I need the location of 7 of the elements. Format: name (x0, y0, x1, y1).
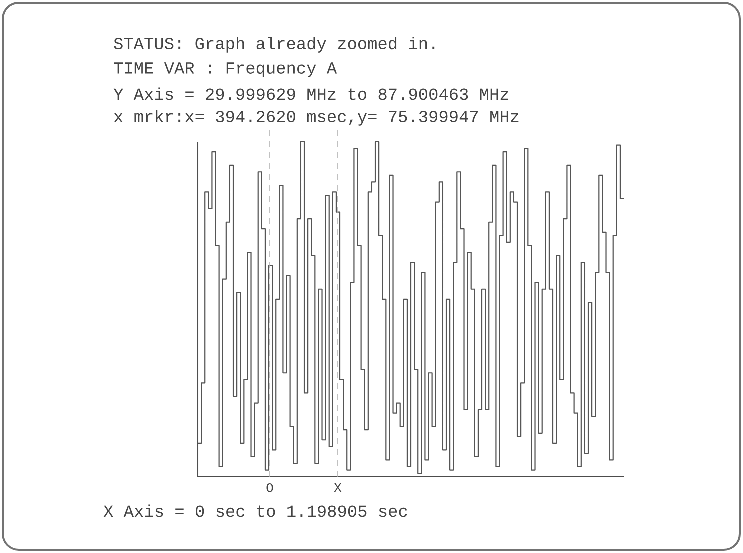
text: X (334, 484, 342, 492)
chart-title: STATUS: Graph already zoomed in. (114, 37, 435, 53)
text: Y Axis = 29.999629 MHz to 87.900463 MHz (114, 88, 509, 100)
text: x mrkr:x= 394.2620 msec,y= 75.399947 MHz (114, 110, 519, 126)
text: O (266, 483, 274, 492)
text: X Axis = 0 sec to 1.198905 sec (104, 504, 408, 518)
text: TIME VAR : Frequency A (114, 62, 338, 78)
